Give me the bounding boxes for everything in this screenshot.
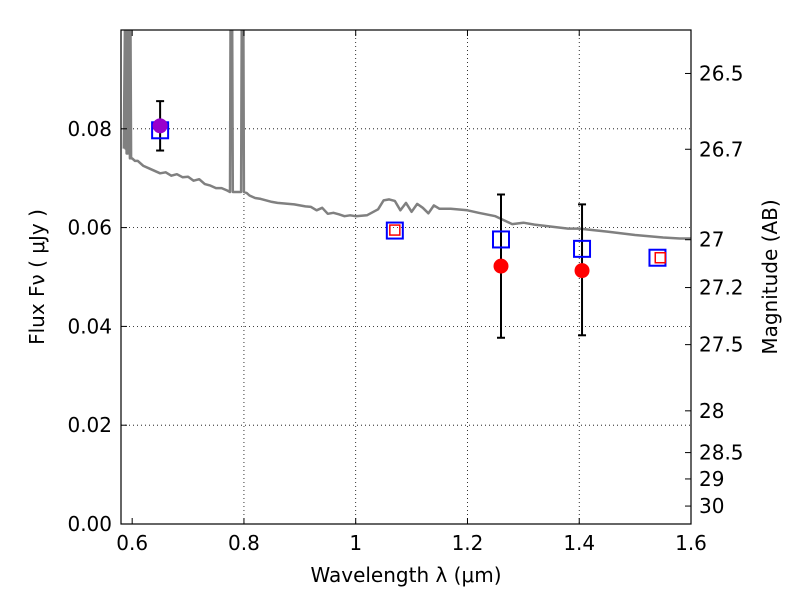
y-tick-label: 0.08 [67,117,112,141]
purple-circle-point [152,118,168,134]
y-tick-label: 0.04 [67,314,112,338]
red-square-point [654,251,667,264]
x-axis-label: Wavelength λ (μm) [310,563,501,587]
red-circle-point [574,263,590,279]
mag-tick-label: 28 [699,399,724,423]
mag-tick-label: 27 [699,228,724,252]
x-tick-label: 1.2 [452,531,484,555]
y2-axis-label: Magnitude (AB) [758,199,782,354]
red-circle-point [493,258,509,274]
mag-tick-label: 27.5 [699,333,744,357]
y-axis-label: Flux Fν ( μJy ) [25,209,49,345]
y-tick-label: 0.02 [67,413,112,437]
x-tick-label: 0.6 [116,531,148,555]
blue-square-point [385,221,404,240]
ticks: 0.6 0.8 1 1.2 1.4 1.6 0.00 0.02 0.04 0.06 0.08 26.5… [67,30,744,555]
red-square-point [389,224,401,236]
plot-frame [120,29,692,525]
x-tick-label: 1 [349,531,362,555]
mag-tick-label: 30 [699,494,724,518]
mag-tick-label: 26.5 [699,61,744,85]
spectrum-layer [122,30,691,240]
x-tick-label: 1.6 [675,531,707,555]
grid [121,30,691,524]
y-tick-label: 0.06 [67,216,112,240]
mag-tick-label: 27.2 [699,276,744,300]
marker-layer [151,100,667,339]
y-tick-label: 0.00 [67,512,112,536]
mag-tick-label: 29 [699,467,724,491]
model-spectrum-line [122,30,691,240]
x-tick-label: 0.8 [228,531,260,555]
mag-tick-label: 28.5 [699,441,744,465]
x-tick-label: 1.4 [563,531,595,555]
mag-tick-label: 26.7 [699,137,744,161]
blue-square-point [573,239,592,258]
blue-square-point [492,230,510,249]
